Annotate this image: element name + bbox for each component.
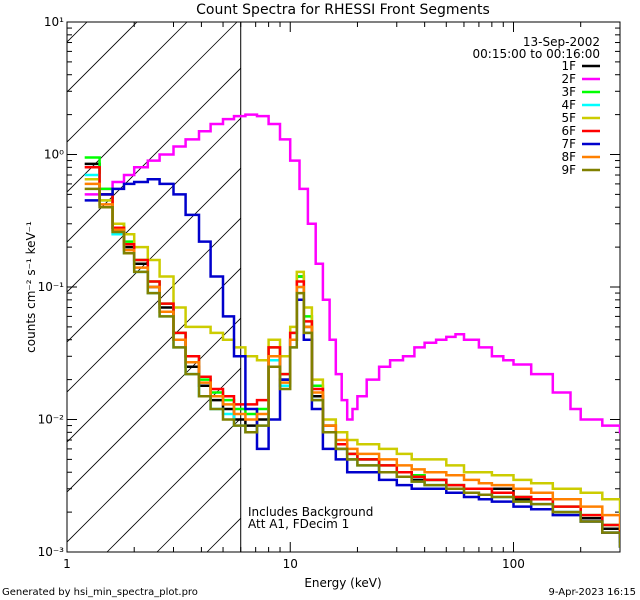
axes: 1 10 100 10⁻³ 10⁻² 10⁻¹ 10⁰ 10¹ [38, 15, 621, 571]
date-label: 13-Sep-2002 [523, 35, 600, 49]
legend-label-2F: 2F [561, 72, 576, 86]
hatch-line [67, 22, 188, 143]
footer-generated-by: Generated by hsi_min_spectra_plot.pro [2, 587, 198, 598]
footer-timestamp: 9-Apr-2023 16:15 [549, 587, 636, 598]
series-8F [84, 182, 620, 530]
series-2F [84, 113, 620, 434]
y-tick-label: 10⁰ [44, 148, 64, 162]
legend-label-3F: 3F [561, 85, 576, 99]
y-tick-label: 10⁻¹ [38, 280, 65, 294]
hatch-line [67, 22, 238, 193]
hatch-line [67, 217, 241, 393]
x-tick-label: 100 [502, 557, 525, 571]
x-axis-label: Energy (keV) [304, 576, 381, 590]
y-tick-label: 10⁻³ [38, 545, 65, 559]
x-tick-label: 1 [63, 557, 71, 571]
time-range-label: 00:15:00 to 00:16:00 [473, 47, 600, 61]
annotation-attenuator: Att A1, FDecim 1 [248, 517, 349, 531]
y-tick-label: 10⁻² [38, 413, 65, 427]
series-9F [84, 187, 620, 548]
hatch-line [67, 67, 241, 243]
x-tick-label: 10 [283, 557, 298, 571]
series-6F [84, 166, 620, 539]
legend-label-7F: 7F [561, 137, 576, 151]
hatch-line [67, 367, 241, 543]
chart-title: Count Spectra for RHESSI Front Segments [196, 2, 490, 18]
legend-label-4F: 4F [561, 98, 576, 112]
annotation-background: Includes Background [248, 505, 373, 519]
legend-label-5F: 5F [561, 111, 576, 125]
y-tick-label: 10¹ [44, 15, 64, 29]
legend-label-8F: 8F [561, 150, 576, 164]
legend-label-9F: 9F [561, 163, 576, 177]
legend-label-1F: 1F [561, 59, 576, 73]
hatch-line [67, 167, 241, 343]
hatch-line [106, 417, 241, 552]
legend-label-6F: 6F [561, 124, 576, 138]
series-lines [84, 113, 620, 548]
y-axis-label: counts cm⁻² s⁻¹ keV⁻¹ [24, 221, 38, 353]
hatch-line [67, 317, 241, 493]
